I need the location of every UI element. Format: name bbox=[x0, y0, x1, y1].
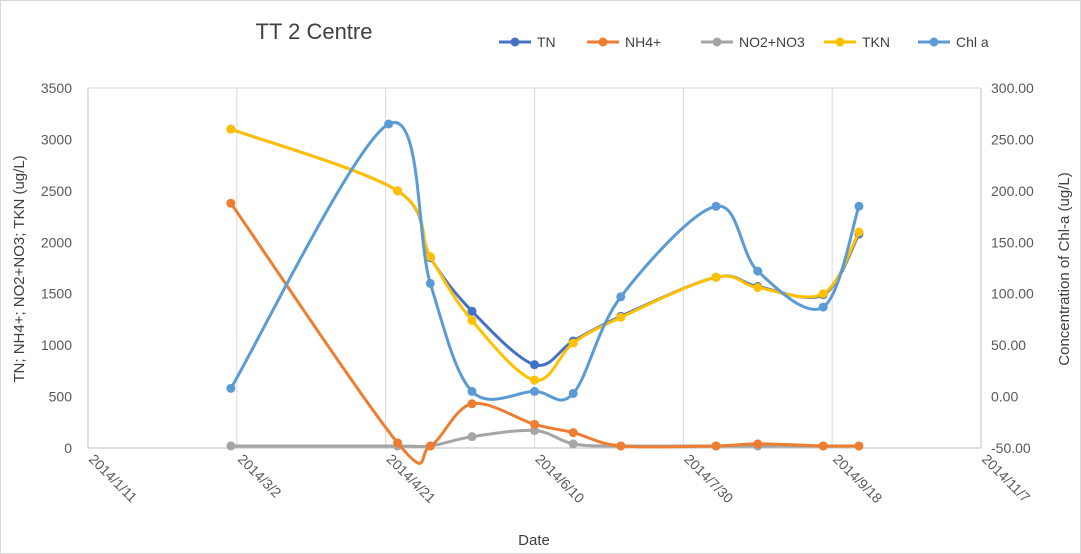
x-tick-label: 2014/9/18 bbox=[830, 451, 886, 507]
y2-tick-label: 200.00 bbox=[991, 183, 1034, 199]
data-point-chl-a bbox=[467, 386, 477, 396]
y2-tick-label: 300.00 bbox=[991, 80, 1034, 96]
data-point-chl-a bbox=[616, 292, 626, 302]
legend-label-chl-a: Chl a bbox=[956, 34, 989, 50]
data-point-no2-no3 bbox=[467, 432, 477, 442]
legend-label-tkn: TKN bbox=[862, 34, 890, 50]
data-point-chl-a bbox=[384, 119, 394, 129]
legend-marker-no2-no3 bbox=[712, 37, 722, 47]
y-tick-label: 3000 bbox=[41, 131, 72, 147]
series-tn bbox=[226, 124, 864, 370]
x-tick-label: 2014/6/10 bbox=[532, 451, 588, 507]
legend-marker-chl-a bbox=[929, 37, 939, 47]
legend-marker-nh4 bbox=[598, 37, 608, 47]
data-point-no2-no3 bbox=[530, 426, 539, 436]
y2-tick-label: 50.00 bbox=[991, 337, 1026, 353]
x-axis-title: Date bbox=[518, 532, 550, 549]
data-point-no2-no3 bbox=[568, 439, 578, 449]
y2-axis-title: Concentration of Chl-a (ug/L) bbox=[1056, 172, 1073, 365]
legend: TN NH4+ NO2+NO3 TKN Chl a bbox=[499, 34, 989, 50]
series-nh4 bbox=[226, 198, 864, 465]
data-point-tkn bbox=[753, 283, 763, 293]
data-point-tkn bbox=[818, 289, 828, 299]
legend-marker-tkn bbox=[835, 37, 845, 47]
series-line-nh4 bbox=[229, 201, 861, 465]
data-point-tkn bbox=[711, 272, 721, 282]
data-point-tn bbox=[467, 306, 477, 316]
axes: 2014/1/11 2014/3/2 2014/4/21 2014/6/10 2014/… bbox=[41, 80, 1034, 506]
data-point-chl-a bbox=[818, 302, 828, 312]
data-point-chl-a bbox=[854, 201, 864, 211]
x-tick-label: 2014/11/7 bbox=[979, 451, 1034, 506]
series-line-tn bbox=[229, 127, 861, 367]
series-line-chl-a bbox=[229, 120, 861, 402]
x-tick-label: 2014/7/30 bbox=[681, 451, 737, 507]
y-tick-label: 500 bbox=[49, 389, 73, 405]
y-tick-label: 0 bbox=[64, 440, 72, 456]
data-point-nh4 bbox=[226, 198, 236, 208]
data-point-nh4 bbox=[854, 441, 864, 451]
data-point-chl-a bbox=[530, 386, 539, 396]
y-tick-label: 1500 bbox=[41, 286, 72, 302]
y-tick-label: 2000 bbox=[41, 234, 72, 250]
legend-label-nh4: NH4+ bbox=[625, 34, 661, 50]
data-point-tkn bbox=[568, 338, 578, 348]
y-tick-label: 3500 bbox=[41, 80, 72, 96]
y2-tick-label: -50.00 bbox=[991, 440, 1031, 456]
chart-title: TT 2 Centre bbox=[256, 19, 373, 44]
data-point-nh4 bbox=[616, 441, 626, 451]
series-layer bbox=[226, 119, 864, 465]
data-point-chl-a bbox=[753, 266, 763, 276]
series-chl-a bbox=[226, 119, 864, 402]
data-point-nh4 bbox=[530, 419, 539, 429]
y2-tick-label: 150.00 bbox=[991, 234, 1034, 250]
y2-tick-label: 250.00 bbox=[991, 131, 1034, 147]
legend-marker-tn bbox=[510, 37, 520, 47]
legend-label-no2-no3: NO2+NO3 bbox=[739, 34, 805, 50]
y2-tick-label: 100.00 bbox=[991, 286, 1034, 302]
data-point-nh4 bbox=[711, 441, 721, 451]
y-axis-title: TN; NH4+; NO2+NO3; TKN (ug/L) bbox=[11, 155, 28, 382]
data-point-tkn bbox=[425, 252, 435, 262]
data-point-nh4 bbox=[753, 439, 763, 449]
data-point-tn bbox=[530, 360, 539, 370]
series-no2-no3 bbox=[226, 426, 864, 451]
y-tick-label: 2500 bbox=[41, 183, 72, 199]
legend-label-tn: TN bbox=[537, 34, 556, 50]
series-line-tkn bbox=[229, 127, 861, 382]
data-point-chl-a bbox=[226, 383, 236, 393]
data-point-tkn bbox=[530, 375, 539, 385]
data-point-chl-a bbox=[425, 278, 435, 288]
data-point-nh4 bbox=[568, 428, 578, 438]
data-point-tkn bbox=[616, 312, 626, 322]
x-tick-label: 2014/1/11 bbox=[86, 451, 141, 506]
data-point-tkn bbox=[393, 186, 403, 196]
data-point-no2-no3 bbox=[226, 441, 236, 451]
data-point-tkn bbox=[467, 315, 477, 325]
data-point-chl-a bbox=[568, 388, 578, 398]
data-point-tkn bbox=[854, 227, 864, 237]
data-point-nh4 bbox=[425, 441, 435, 451]
data-point-nh4 bbox=[393, 438, 403, 448]
x-tick-label: 2014/3/2 bbox=[235, 451, 285, 501]
data-point-tkn bbox=[226, 124, 236, 134]
series-tkn bbox=[226, 124, 864, 385]
data-point-nh4 bbox=[467, 399, 477, 409]
data-point-nh4 bbox=[818, 441, 828, 451]
y-tick-label: 1000 bbox=[41, 337, 72, 353]
y2-tick-label: 0.00 bbox=[991, 389, 1018, 405]
data-point-chl-a bbox=[711, 201, 721, 211]
